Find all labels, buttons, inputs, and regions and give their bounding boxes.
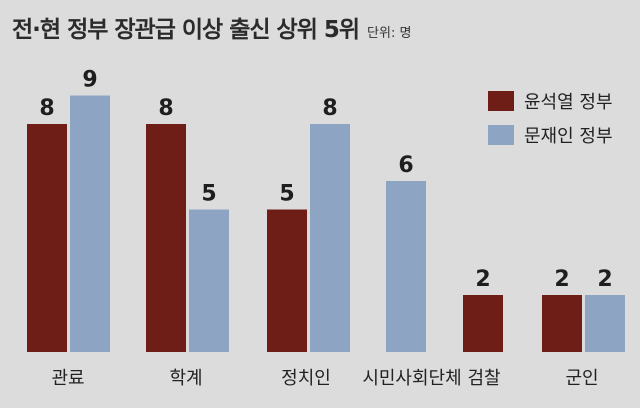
bar-moon-0 [70,95,110,352]
category-label-5: 군인 [565,368,598,389]
legend-swatch-moon [488,125,514,145]
value-label-yoon-4: 2 [475,267,490,292]
legend-item-yoon: 윤석열 정부 [488,84,613,118]
category-label-2: 정치인 [281,368,331,389]
bar-yoon-4 [463,295,503,352]
bar-yoon-1 [146,124,186,352]
bar-yoon-2 [267,209,307,352]
bar-yoon-0 [27,124,67,352]
category-labels-group: 관료 학계 정치인 시민사회단체 검찰 군인 [51,368,598,389]
unit-note: 단위: 명 [367,26,412,41]
legend-label-yoon: 윤석열 정부 [524,92,613,113]
chart-title: 전·현 정부 장관급 이상 출신 상위 5위 [12,17,360,43]
value-label-yoon-0: 8 [39,96,54,121]
category-label-3: 시민사회단체 [362,368,461,389]
bar-yoon-5 [542,295,582,352]
value-label-moon-0: 9 [82,68,97,93]
legend-label-moon: 문재인 정부 [524,126,613,147]
category-label-1: 학계 [169,368,202,389]
value-label-yoon-5: 2 [554,267,569,292]
value-label-moon-1: 5 [201,182,216,207]
bar-moon-2 [310,124,350,352]
value-label-moon-3: 6 [398,153,413,178]
bar-moon-3 [386,181,426,352]
value-label-moon-5: 2 [597,267,612,292]
title-row: 전·현 정부 장관급 이상 출신 상위 5위 단위: 명 [12,10,411,44]
legend: 윤석열 정부 문재인 정부 [488,84,613,152]
value-label-yoon-2: 5 [279,182,294,207]
bar-moon-5 [585,295,625,352]
category-label-0: 관료 [51,368,84,389]
value-labels-group: 8 9 8 5 5 8 6 2 2 2 [39,68,612,293]
value-label-yoon-1: 8 [158,96,173,121]
legend-swatch-yoon [488,91,514,111]
bars-group [27,95,625,352]
legend-item-moon: 문재인 정부 [488,118,613,152]
bar-moon-1 [189,209,229,352]
category-label-4: 검찰 [467,368,500,389]
value-label-moon-2: 8 [322,96,337,121]
